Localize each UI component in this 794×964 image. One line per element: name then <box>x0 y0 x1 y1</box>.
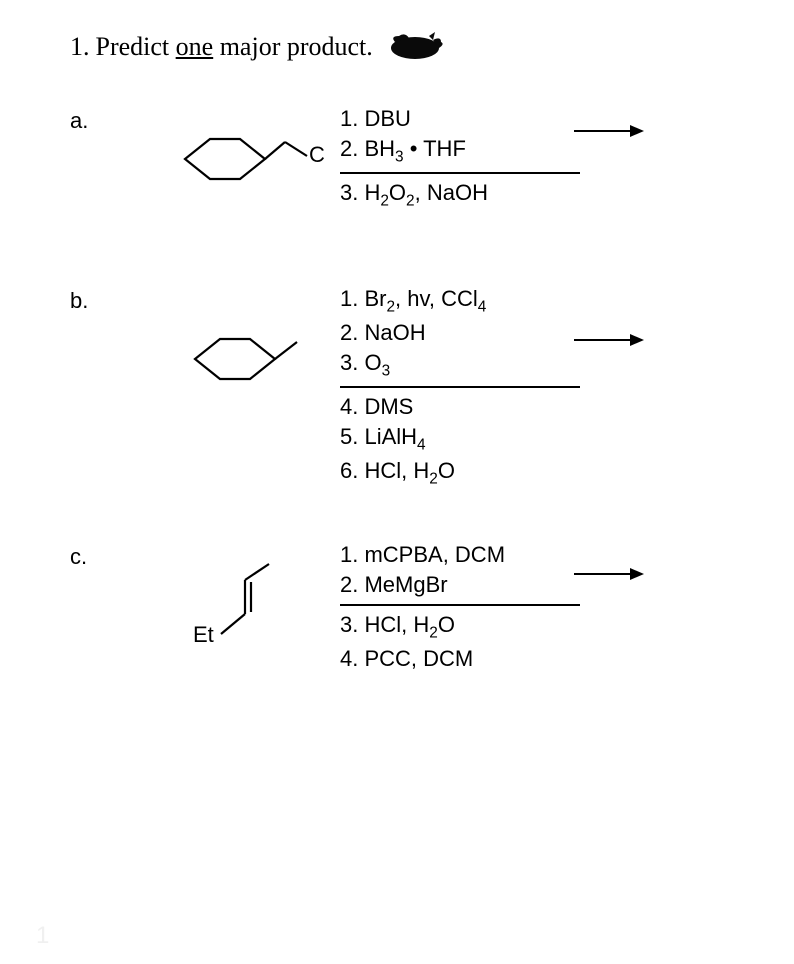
condition-line: 3. H2O2, NaOH <box>340 178 580 212</box>
part-label: b. <box>70 284 130 314</box>
structure-c: Et <box>130 540 340 670</box>
page-note: 1 <box>36 922 50 950</box>
reaction-a: 1. DBU 2. BH3 • THF 3. H2O2, NaOH <box>340 104 734 212</box>
condition-line: 3. O3 <box>340 348 580 382</box>
condition-line: 4. PCC, DCM <box>340 644 580 674</box>
scribble-icon <box>385 30 445 64</box>
problem-a: a. Cl 1. DBU 2. BH3 • THF 3. H2O2, NaOH <box>70 104 734 234</box>
question-text: Predict one major product. <box>96 32 373 62</box>
arrow-icon <box>574 123 644 139</box>
reaction-b: 1. Br2, hv, CCl4 2. NaOH 3. O3 4. DMS 5.… <box>340 284 734 490</box>
problem-c: c. Et 1. mCPBA, DCM 2. MeMgBr 3. HCl, H2… <box>70 540 734 673</box>
conditions-c: 1. mCPBA, DCM 2. MeMgBr 3. HCl, H2O 4. P… <box>340 540 580 673</box>
arrow-icon <box>574 332 644 348</box>
structure-a: Cl <box>130 104 340 234</box>
conditions-a: 1. DBU 2. BH3 • THF 3. H2O2, NaOH <box>340 104 580 212</box>
condition-line: 2. BH3 • THF <box>340 134 580 168</box>
condition-line: 1. DBU <box>340 104 580 134</box>
conditions-b: 1. Br2, hv, CCl4 2. NaOH 3. O3 4. DMS 5.… <box>340 284 580 490</box>
condition-line: 5. LiAlH4 <box>340 422 580 456</box>
reaction-c: 1. mCPBA, DCM 2. MeMgBr 3. HCl, H2O 4. P… <box>340 540 734 673</box>
structure-b <box>130 284 340 424</box>
condition-line: 6. HCl, H2O <box>340 456 580 490</box>
question-header: 1. Predict one major product. <box>70 30 734 64</box>
question-number: 1. <box>70 32 90 62</box>
problem-b: b. 1. Br2, hv, CCl4 2. NaOH 3. O3 4. DMS… <box>70 284 734 490</box>
part-label: a. <box>70 104 130 134</box>
condition-line: 3. HCl, H2O <box>340 610 580 644</box>
arrow-icon <box>574 566 644 582</box>
condition-line: 4. DMS <box>340 392 580 422</box>
condition-line: 2. MeMgBr <box>340 570 580 600</box>
atom-label-cl: Cl <box>309 142 325 167</box>
condition-line: 2. NaOH <box>340 318 580 348</box>
condition-line: 1. mCPBA, DCM <box>340 540 580 570</box>
atom-label-et: Et <box>193 622 214 647</box>
condition-line: 1. Br2, hv, CCl4 <box>340 284 580 318</box>
part-label: c. <box>70 540 130 570</box>
